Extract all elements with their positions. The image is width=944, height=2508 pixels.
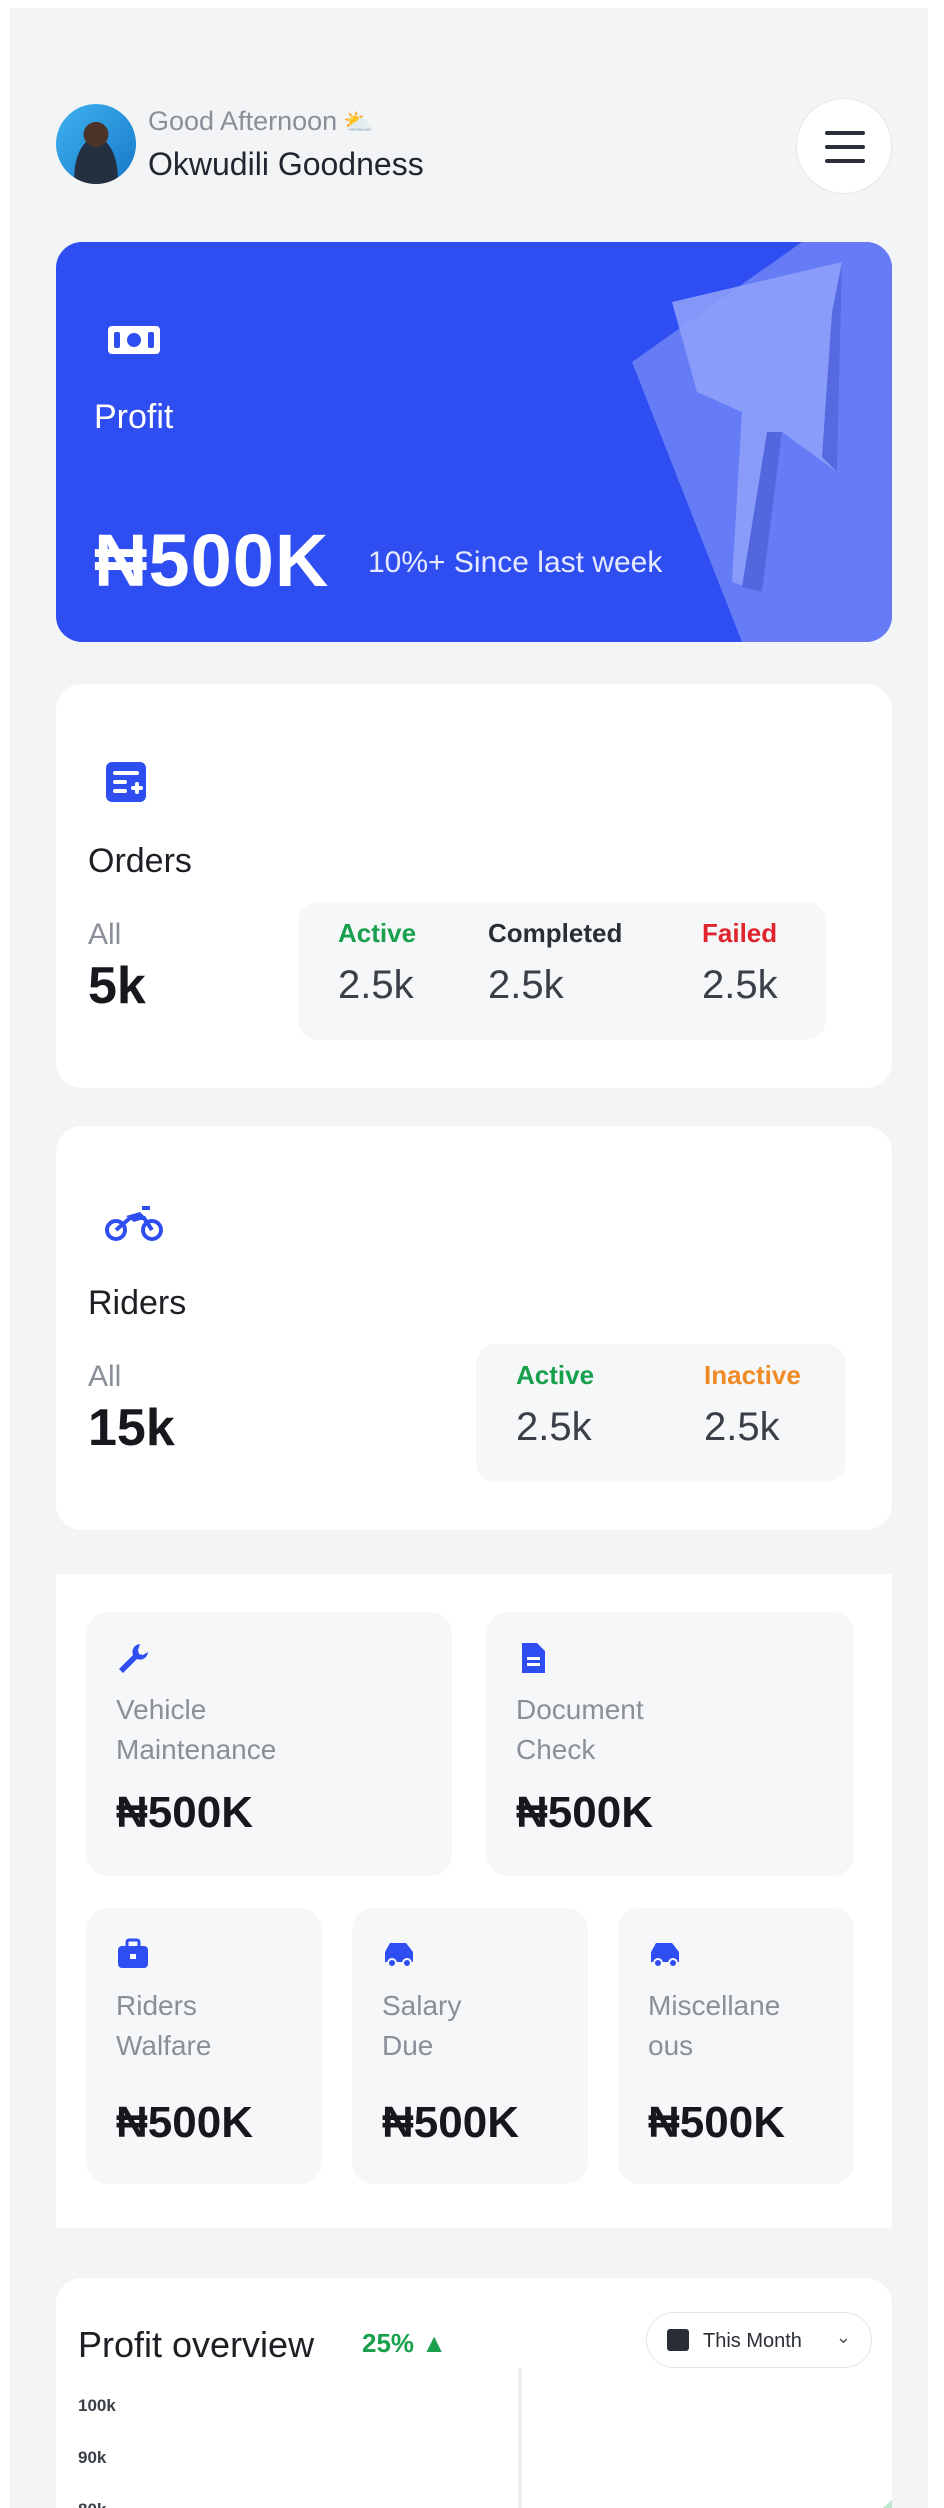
profit-overview-card: Profit overview 25% ▲ This Month ⌄ 100k … [56,2278,892,2508]
y-tick-label: 90k [78,2448,107,2467]
greeting-text: Good Afternoon [148,106,338,136]
username: Okwudili Goodness [148,146,424,182]
expense-value: ₦500K [116,1788,253,1837]
riders-breakdown: Active 2.5k Inactive 2.5k [476,1344,846,1482]
riders-title: Riders [88,1284,187,1322]
orders-active-value: 2.5k [338,963,414,1007]
car-icon [385,1943,413,1968]
expense-salary-due[interactable]: Salary Due ₦500K [352,1908,588,2184]
arrow-decoration-icon [632,242,892,642]
motorbike-icon [105,1206,163,1241]
orders-card[interactable]: Orders All 5k Active 2.5k Completed 2.5k… [56,684,892,1088]
expenses-section: Vehicle Maintenance ₦500K Document Check… [56,1574,892,2228]
expense-value: ₦500K [116,2098,253,2147]
orders-failed-value: 2.5k [702,963,778,1007]
orders-active: Active 2.5k [338,918,416,1008]
orders-all-label: All [88,918,122,951]
expense-miscellaneous[interactable]: Miscellane ous ₦500K [618,1908,854,2184]
avatar[interactable] [56,104,136,184]
briefcase-icon [118,1938,148,1968]
hamburger-icon [825,131,865,135]
orders-completed-label: Completed [488,918,623,948]
expense-value: ₦500K [516,1788,653,1837]
weather-icon: ⛅ [343,109,374,136]
profit-card[interactable]: Profit ₦500K 10%+ Since last week [56,242,892,642]
orders-failed-label: Failed [702,918,778,948]
expense-vehicle-maintenance[interactable]: Vehicle Maintenance ₦500K [86,1612,452,1876]
chart-growth: 25% ▲ [362,2328,447,2358]
orders-all-value: 5k [88,957,146,1015]
profit-change: 10%+ Since last week [368,546,663,579]
profit-value: ₦500K [94,519,330,602]
orders-completed-value: 2.5k [488,963,564,1007]
period-label: This Month [703,2330,802,2352]
y-tick-label: 80k [78,2500,106,2508]
car-icon [651,1943,679,1968]
expense-label: Vehicle Maintenance [116,1694,277,1765]
orders-completed: Completed 2.5k [488,918,622,1008]
hamburger-icon-line [825,145,865,149]
cash-icon [108,326,160,354]
riders-inactive-label: Inactive [704,1360,801,1390]
riders-card[interactable]: Riders All 15k Active 2.5k Inactive 2.5k [56,1126,892,1530]
orders-active-label: Active [338,918,417,948]
expense-label: Salary Due [382,1990,462,2061]
orders-icon [106,762,146,802]
expense-label: Document Check [516,1694,644,1765]
riders-inactive: Inactive 2.5k [704,1360,801,1450]
orders-title: Orders [88,842,192,880]
period-select[interactable]: This Month ⌄ [646,2312,872,2368]
expense-riders-walfare[interactable]: Riders Walfare ₦500K [86,1908,322,2184]
orders-failed: Failed 2.5k [702,918,778,1008]
profit-label: Profit [94,398,174,436]
app-screen: Good Afternoon ⛅ Okwudili Goodness Profit… [10,8,928,2508]
riders-inactive-value: 2.5k [704,1405,780,1449]
expense-document-check[interactable]: Document Check ₦500K [486,1612,854,1876]
hamburger-icon-line [825,159,865,163]
riders-all-value: 15k [88,1399,175,1457]
calendar-icon [667,2329,689,2351]
y-tick-label: 100k [78,2396,116,2415]
riders-active-label: Active [516,1360,595,1390]
riders-active: Active 2.5k [516,1360,594,1450]
document-icon [522,1643,545,1673]
profit-chart [518,2368,892,2508]
expense-value: ₦500K [648,2098,785,2147]
riders-active-value: 2.5k [516,1405,592,1449]
wrench-icon [119,1644,148,1673]
expense-label: Miscellane ous [648,1990,781,2061]
menu-button[interactable] [796,98,892,194]
orders-breakdown: Active 2.5k Completed 2.5k Failed 2.5k [298,902,826,1040]
header: Good Afternoon ⛅ Okwudili Goodness [56,98,892,194]
chart-title: Profit overview [78,2324,315,2365]
greeting: Good Afternoon ⛅ [148,106,373,137]
expense-value: ₦500K [382,2098,519,2147]
chevron-down-icon: ⌄ [835,2327,851,2347]
riders-all-label: All [88,1360,122,1393]
chart-area-series [882,2500,892,2508]
expense-label: Riders Walfare [116,1990,212,2061]
